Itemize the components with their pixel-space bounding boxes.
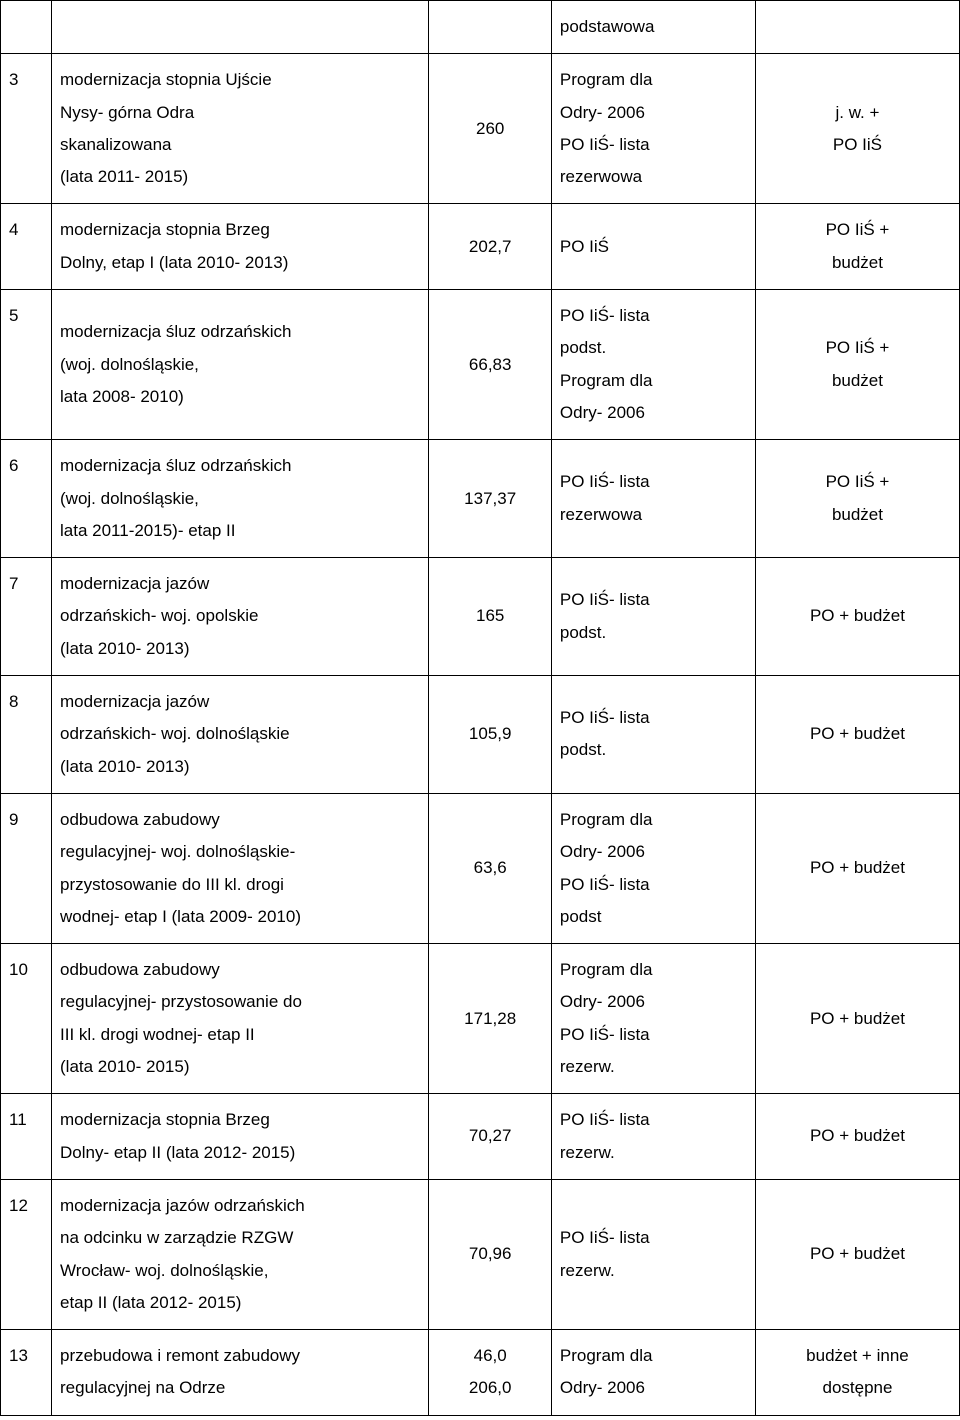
- cell-desc: modernizacja stopnia Brzeg Dolny- etap I…: [52, 1094, 429, 1180]
- cell-val: 70,27: [429, 1094, 551, 1180]
- cell-note: PO IiŚ- lista rezerw.: [551, 1094, 755, 1180]
- cell-num: 6: [1, 440, 52, 558]
- cell-num: 12: [1, 1179, 52, 1329]
- cell-num: 7: [1, 558, 52, 676]
- data-table: podstawowa 3 modernizacja stopnia Ujście…: [0, 0, 960, 1416]
- cell-desc: modernizacja stopnia Ujście Nysy- górna …: [52, 54, 429, 204]
- header-cell-right: [755, 1, 959, 54]
- header-cell-desc: [52, 1, 429, 54]
- cell-note: PO IiŚ- lista podst.: [551, 558, 755, 676]
- cell-num: 9: [1, 793, 52, 943]
- cell-right: PO + budżet: [755, 944, 959, 1094]
- table-row: 10 odbudowa zabudowy regulacyjnej- przys…: [1, 944, 960, 1094]
- cell-right: PO + budżet: [755, 1179, 959, 1329]
- table-row: 8 modernizacja jazów odrzańskich- woj. d…: [1, 676, 960, 794]
- cell-desc: odbudowa zabudowy regulacyjnej- przystos…: [52, 944, 429, 1094]
- cell-note: PO IiŚ: [551, 204, 755, 290]
- cell-note: PO IiŚ- lista podst.: [551, 676, 755, 794]
- table-row: 12 modernizacja jazów odrzańskich na odc…: [1, 1179, 960, 1329]
- cell-num: 10: [1, 944, 52, 1094]
- cell-num: 13: [1, 1330, 52, 1416]
- cell-right: PO + budżet: [755, 793, 959, 943]
- cell-note: Program dla Odry- 2006: [551, 1330, 755, 1416]
- cell-desc: modernizacja śluz odrzańskich (woj. doln…: [52, 290, 429, 440]
- cell-note: PO IiŚ- lista rezerw.: [551, 1179, 755, 1329]
- cell-desc: modernizacja jazów odrzańskich na odcink…: [52, 1179, 429, 1329]
- header-cell-val: [429, 1, 551, 54]
- cell-num: 5: [1, 290, 52, 440]
- cell-note: Program dla Odry- 2006 PO IiŚ- lista rez…: [551, 944, 755, 1094]
- table-row: 5 modernizacja śluz odrzańskich (woj. do…: [1, 290, 960, 440]
- cell-note: PO IiŚ- lista rezerwowa: [551, 440, 755, 558]
- table-row: 6 modernizacja śluz odrzańskich (woj. do…: [1, 440, 960, 558]
- cell-note: Program dla Odry- 2006 PO IiŚ- lista rez…: [551, 54, 755, 204]
- cell-right: PO IiŚ + budżet: [755, 204, 959, 290]
- cell-desc: przebudowa i remont zabudowy regulacyjne…: [52, 1330, 429, 1416]
- cell-num: 4: [1, 204, 52, 290]
- cell-right: j. w. + PO IiŚ: [755, 54, 959, 204]
- cell-note: PO IiŚ- lista podst. Program dla Odry- 2…: [551, 290, 755, 440]
- table-body: podstawowa 3 modernizacja stopnia Ujście…: [1, 1, 960, 1416]
- table-row: 4 modernizacja stopnia Brzeg Dolny, etap…: [1, 204, 960, 290]
- cell-val: 70,96: [429, 1179, 551, 1329]
- table-header-row: podstawowa: [1, 1, 960, 54]
- cell-val: 66,83: [429, 290, 551, 440]
- cell-right: budżet + inne dostępne: [755, 1330, 959, 1416]
- cell-right: PO + budżet: [755, 558, 959, 676]
- cell-val: 63,6: [429, 793, 551, 943]
- cell-val: 202,7: [429, 204, 551, 290]
- table-row: 3 modernizacja stopnia Ujście Nysy- górn…: [1, 54, 960, 204]
- table-row: 11 modernizacja stopnia Brzeg Dolny- eta…: [1, 1094, 960, 1180]
- cell-val: 171,28: [429, 944, 551, 1094]
- cell-desc: modernizacja stopnia Brzeg Dolny, etap I…: [52, 204, 429, 290]
- table-row: 9 odbudowa zabudowy regulacyjnej- woj. d…: [1, 793, 960, 943]
- cell-desc: modernizacja jazów odrzańskich- woj. opo…: [52, 558, 429, 676]
- cell-desc: odbudowa zabudowy regulacyjnej- woj. dol…: [52, 793, 429, 943]
- cell-val: 260: [429, 54, 551, 204]
- header-cell-note: podstawowa: [551, 1, 755, 54]
- cell-right: PO IiŚ + budżet: [755, 440, 959, 558]
- table-row: 13 przebudowa i remont zabudowy regulacy…: [1, 1330, 960, 1416]
- table-row: 7 modernizacja jazów odrzańskich- woj. o…: [1, 558, 960, 676]
- cell-desc: modernizacja śluz odrzańskich (woj. doln…: [52, 440, 429, 558]
- cell-num: 11: [1, 1094, 52, 1180]
- cell-right: PO IiŚ + budżet: [755, 290, 959, 440]
- cell-val: 105,9: [429, 676, 551, 794]
- cell-val: 46,0 206,0: [429, 1330, 551, 1416]
- cell-val: 137,37: [429, 440, 551, 558]
- header-cell-num: [1, 1, 52, 54]
- cell-right: PO + budżet: [755, 1094, 959, 1180]
- cell-right: PO + budżet: [755, 676, 959, 794]
- cell-desc: modernizacja jazów odrzańskich- woj. dol…: [52, 676, 429, 794]
- cell-num: 3: [1, 54, 52, 204]
- cell-note: Program dla Odry- 2006 PO IiŚ- lista pod…: [551, 793, 755, 943]
- cell-num: 8: [1, 676, 52, 794]
- cell-val: 165: [429, 558, 551, 676]
